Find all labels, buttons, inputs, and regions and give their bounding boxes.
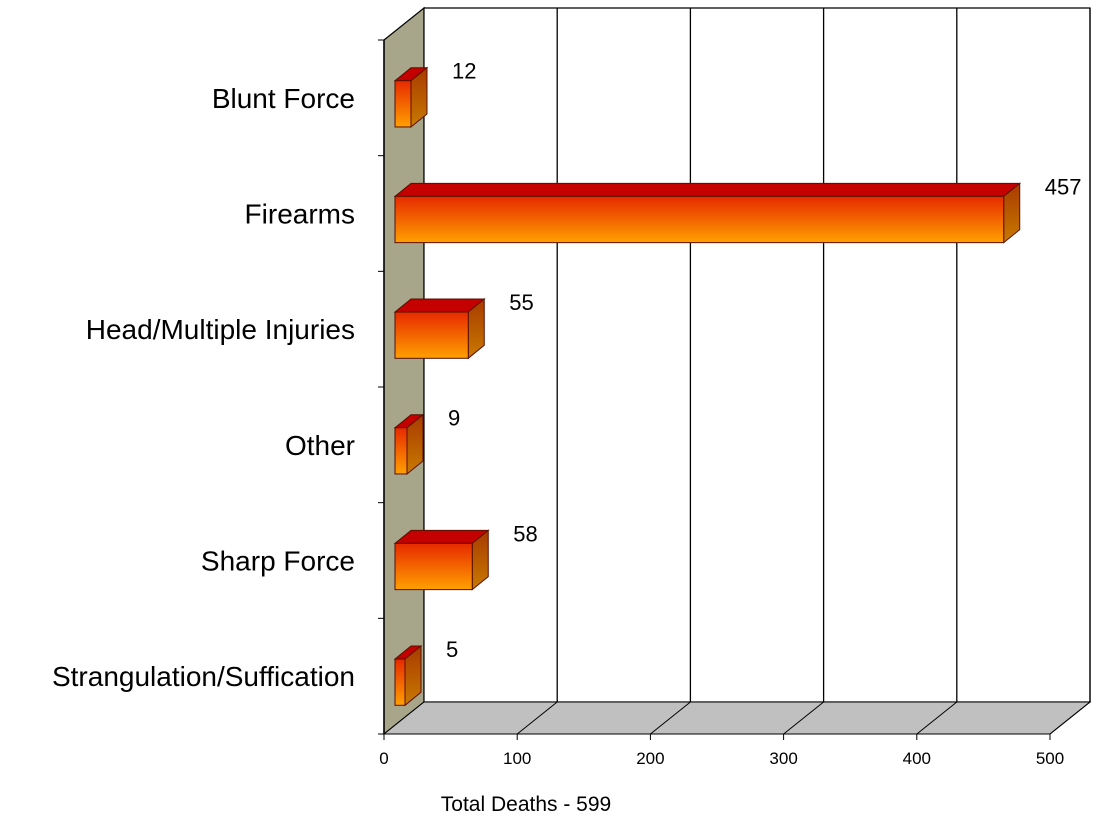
floor-gridline — [1049, 701, 1091, 735]
x-tick-label: 300 — [769, 749, 797, 768]
bar-front-face — [394, 80, 412, 128]
bar-front-face — [394, 427, 408, 475]
x-tick-label: 200 — [636, 749, 664, 768]
bar-top-face — [393, 182, 1022, 197]
floor-gridline — [516, 701, 558, 735]
bar-front-face — [394, 311, 469, 359]
back-wall — [423, 7, 1091, 703]
data-label: 58 — [513, 521, 537, 546]
x-tick-label: 100 — [503, 749, 531, 768]
data-label: 55 — [509, 290, 533, 315]
floor-gridline — [650, 701, 691, 735]
bar — [393, 644, 423, 707]
category-label: Other — [285, 430, 355, 461]
floor-gridline — [916, 701, 958, 735]
x-tick-label: 400 — [903, 749, 931, 768]
value-labels: 12 457 55 9 58 5 — [446, 59, 1081, 662]
data-label: 5 — [446, 637, 458, 662]
data-label: 9 — [448, 406, 460, 431]
category-label: Head/Multiple Injuries — [86, 314, 355, 345]
bar — [393, 66, 429, 129]
tick-labels: 0 100 200 300 400 500 — [379, 749, 1064, 768]
bar — [393, 529, 490, 591]
category-labels: Blunt Force Firearms Head/Multiple Injurie… — [52, 83, 355, 692]
floor-gridline — [783, 701, 824, 735]
data-label: 457 — [1045, 174, 1082, 199]
x-tick-label: 0 — [379, 749, 388, 768]
bar-front-face — [394, 195, 1005, 244]
category-label: Strangulation/Suffication — [52, 661, 355, 692]
bar — [393, 297, 486, 360]
bar-front-face — [394, 658, 406, 706]
category-label: Sharp Force — [201, 546, 355, 577]
gridlines — [516, 8, 1091, 735]
x-tick-label: 500 — [1036, 749, 1064, 768]
category-label: Blunt Force — [212, 83, 355, 114]
data-label: 12 — [452, 59, 476, 84]
category-label: Firearms — [245, 199, 355, 230]
bar — [393, 182, 1022, 244]
x-axis-title: Total Deaths - 599 — [441, 793, 611, 816]
bar — [393, 413, 425, 476]
bar-front-face — [394, 542, 473, 591]
axis — [378, 39, 1051, 740]
floor — [382, 701, 1092, 735]
bars — [393, 66, 1022, 707]
